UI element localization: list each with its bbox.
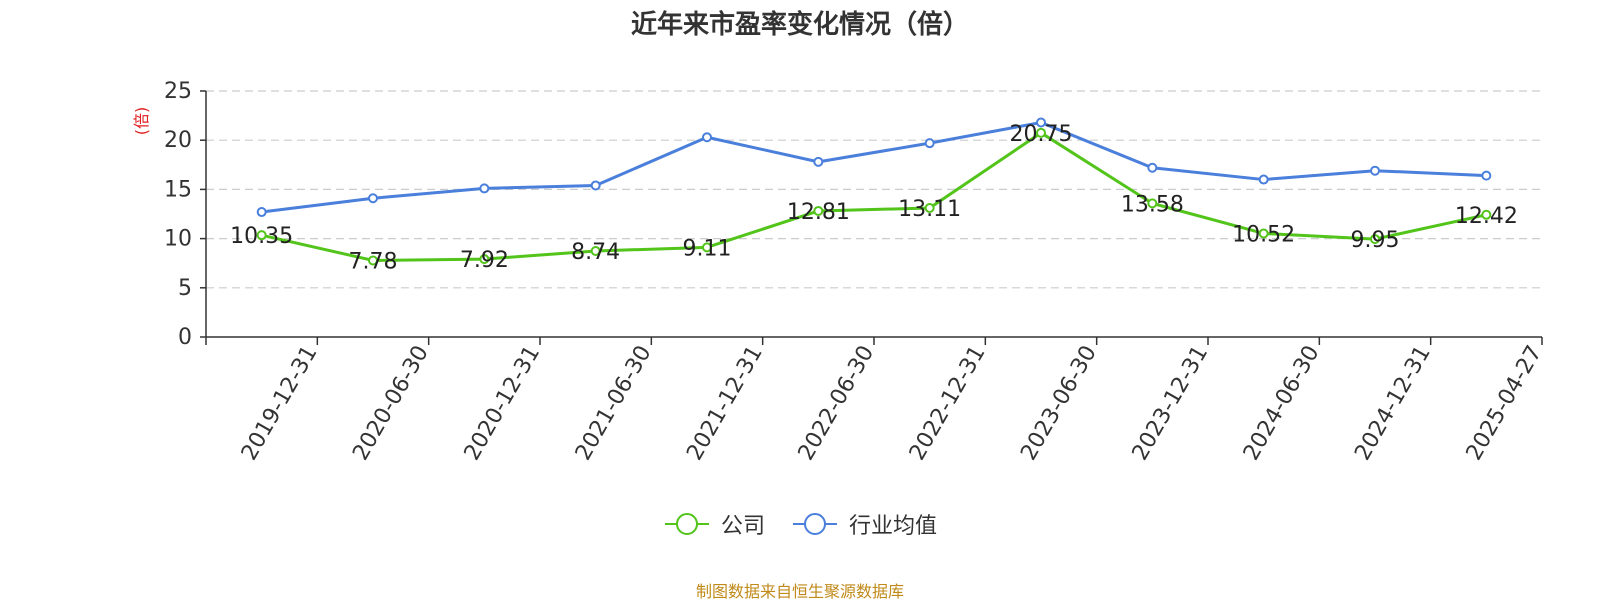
series-line-company xyxy=(261,131,1487,262)
point-industry xyxy=(590,180,601,191)
point-industry xyxy=(1481,170,1492,181)
series-line-industry xyxy=(261,120,1487,214)
y-unit-label: (倍) xyxy=(132,107,151,136)
point-company xyxy=(368,255,378,266)
x-tick-label: 2024-12-31 xyxy=(1350,342,1436,465)
x-tick-label: 2024-06-30 xyxy=(1239,342,1325,465)
data-label: 10.35 xyxy=(230,224,293,249)
x-tick-label: 2021-06-30 xyxy=(571,342,657,465)
y-tick-label: 0 xyxy=(178,325,192,350)
x-tick-label: 2023-12-31 xyxy=(1128,342,1214,465)
data-label: 7.92 xyxy=(460,248,509,273)
point-industry xyxy=(368,193,378,204)
x-tick-label: 2020-06-30 xyxy=(348,341,434,464)
y-tick-label: 15 xyxy=(164,177,192,202)
point-company xyxy=(1036,127,1046,138)
point-industry xyxy=(924,138,935,149)
data-labels: 10.35 7.78 7.92 8.74 9.11 12.81 13.11 20.75 13.5… xyxy=(230,122,1518,275)
grid-lines xyxy=(206,90,1542,289)
data-label: 9.11 xyxy=(683,236,732,261)
point-company xyxy=(1258,228,1269,239)
point-industry xyxy=(813,156,824,167)
legend-line-circle-icon xyxy=(664,513,709,535)
point-company xyxy=(256,230,267,241)
legend-label-company: 公司 xyxy=(720,514,765,539)
x-tick-label: 2022-12-31 xyxy=(905,341,991,464)
point-company xyxy=(702,242,712,253)
series-lines xyxy=(256,117,1492,266)
legend-label-industry: 行业均值 xyxy=(849,514,938,539)
data-label: 9.95 xyxy=(1351,228,1400,253)
x-tick-label: 2019-12-31 xyxy=(237,342,323,465)
data-label: 20.75 xyxy=(1010,122,1073,147)
point-company xyxy=(1370,234,1380,245)
x-tick-label: 2023-06-30 xyxy=(1016,342,1102,465)
legend-item-company[interactable]: 公司 xyxy=(663,508,765,540)
legend-item-industry[interactable]: 行业均值 xyxy=(791,508,937,540)
point-industry xyxy=(256,207,267,218)
legend: 公司 行业均值 xyxy=(0,508,1600,540)
point-company xyxy=(924,202,935,213)
data-label: 12.81 xyxy=(787,200,850,225)
point-industry xyxy=(702,132,712,143)
x-tick-label: 2020-12-31 xyxy=(460,342,546,465)
point-industry xyxy=(1147,162,1158,173)
x-tick-label: 2022-06-30 xyxy=(794,342,880,465)
point-company xyxy=(590,245,601,256)
point-industry xyxy=(1036,117,1046,128)
y-tick-label: 10 xyxy=(164,227,192,252)
data-label: 8.74 xyxy=(571,240,620,265)
data-label: 13.11 xyxy=(898,197,961,222)
legend-line-circle-icon xyxy=(793,513,837,535)
data-label: 10.52 xyxy=(1232,222,1295,247)
y-tick-label: 5 xyxy=(178,276,192,301)
point-company xyxy=(1481,209,1492,220)
point-industry xyxy=(1258,174,1269,185)
data-label: 7.78 xyxy=(349,249,398,274)
point-company xyxy=(1147,198,1158,209)
source-note: 制图数据来自恒生聚源数据库 xyxy=(695,582,904,601)
data-label: 13.58 xyxy=(1121,192,1184,217)
x-tick-label: 2021-12-31 xyxy=(682,342,768,465)
point-company xyxy=(813,205,824,216)
y-tick-label: 20 xyxy=(164,128,192,153)
point-company xyxy=(479,254,490,265)
data-label: 12.42 xyxy=(1455,204,1518,229)
y-tick-label: 25 xyxy=(164,79,192,104)
chart-title: 近年来市盈率变化情况（倍） xyxy=(630,10,969,40)
point-industry xyxy=(1370,165,1380,176)
x-tick-label: 2025-04-27 xyxy=(1462,342,1548,465)
point-industry xyxy=(479,183,490,194)
